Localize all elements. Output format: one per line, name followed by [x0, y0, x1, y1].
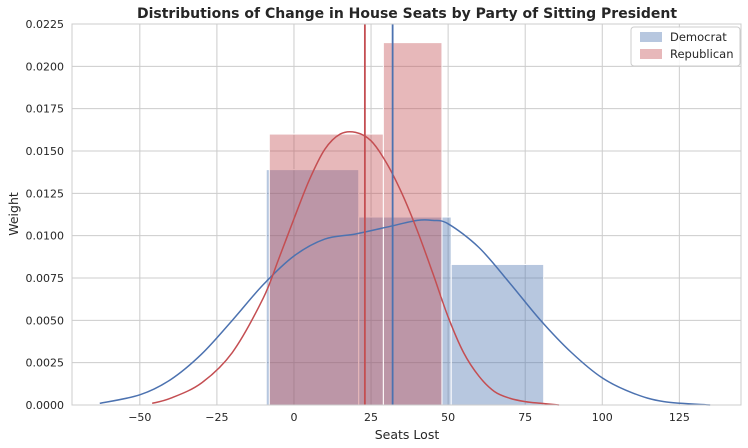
y-tick-label: 0.0125 [26, 187, 65, 200]
y-tick-label: 0.0150 [26, 145, 65, 158]
y-axis-ticks: 0.0000 0.0025 0.0050 0.0075 0.0100 0.0125 0.01… [26, 18, 65, 412]
legend-label-democrat: Democrat [670, 30, 727, 44]
legend-swatch-democrat [640, 32, 662, 42]
y-tick-label: 0.0175 [26, 103, 65, 116]
plot-area [72, 24, 741, 405]
x-tick-label: 25 [364, 411, 378, 424]
y-tick-label: 0.0225 [26, 18, 65, 31]
histogram-bar-democrat [265, 169, 360, 406]
legend-label-republican: Republican [670, 47, 734, 61]
legend-swatch-republican [640, 49, 662, 59]
y-tick-label: 0.0200 [26, 60, 65, 73]
x-axis-label: Seats Lost [375, 427, 440, 442]
y-tick-label: 0.0075 [26, 272, 65, 285]
x-tick-label: 50 [441, 411, 455, 424]
y-tick-label: 0.0100 [26, 230, 65, 243]
y-tick-label: 0.0050 [26, 314, 65, 327]
mean-lines [363, 24, 394, 405]
x-tick-label: 75 [518, 411, 532, 424]
legend: Democrat Republican [630, 26, 741, 67]
kde-curves [99, 130, 711, 406]
x-tick-label: 125 [669, 411, 690, 424]
x-tick-label: −50 [128, 411, 151, 424]
y-axis-label: Weight [6, 192, 21, 236]
gridlines [72, 23, 741, 406]
x-axis-ticks: −50 −25 0 25 50 75 100 125 [128, 411, 690, 424]
kde-curve-republican [151, 130, 560, 406]
histogram-bar-democrat [450, 263, 545, 406]
y-tick-label: 0.0000 [26, 399, 65, 412]
x-tick-label: −25 [205, 411, 228, 424]
histogram-bar-republican [268, 133, 384, 406]
plot-border [71, 23, 742, 406]
legend-box [630, 26, 741, 67]
x-tick-label: 100 [592, 411, 613, 424]
y-tick-label: 0.0025 [26, 357, 65, 370]
kde-curve-democrat [99, 219, 711, 406]
histogram-bar-democrat [358, 216, 452, 406]
x-tick-label: 0 [290, 411, 297, 424]
chart-title: Distributions of Change in House Seats b… [137, 6, 677, 22]
